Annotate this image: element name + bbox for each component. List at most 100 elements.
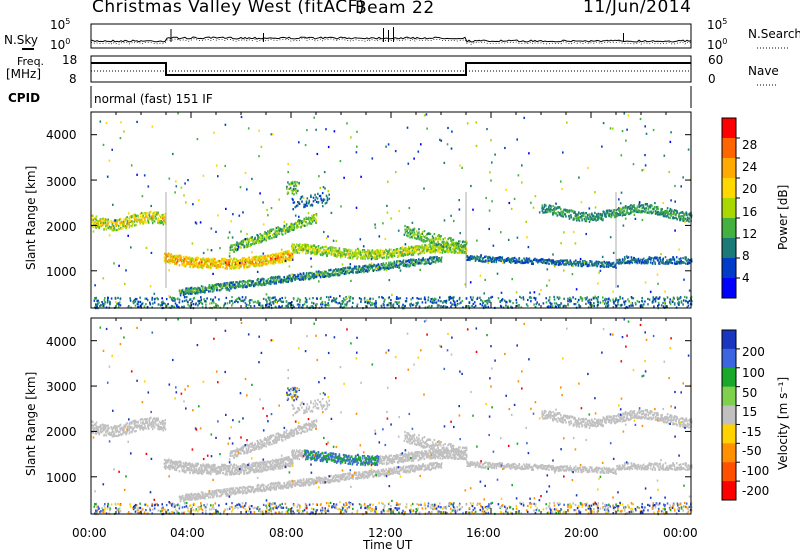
heatmap-cell xyxy=(214,283,217,286)
heatmap-cell xyxy=(144,218,146,221)
heatmap-cell xyxy=(321,254,324,257)
heatmap-cell xyxy=(421,232,423,235)
heatmap-cell xyxy=(267,278,269,281)
heatmap-cell xyxy=(135,215,138,218)
heatmap-cell xyxy=(194,292,197,295)
heatmap-cell xyxy=(438,257,441,260)
heatmap-cell xyxy=(129,299,132,302)
heatmap-cell xyxy=(610,213,612,216)
heatmap-cell xyxy=(189,292,192,295)
heatmap-cell xyxy=(637,257,640,260)
heatmap-cell xyxy=(245,296,247,299)
heatmap-cell xyxy=(686,216,689,219)
heatmap-cell xyxy=(365,265,367,268)
heatmap-cell xyxy=(424,244,426,247)
heatmap-cell xyxy=(610,216,612,219)
heatmap-cell xyxy=(228,264,231,268)
heatmap-cell xyxy=(366,305,368,308)
heatmap-cell xyxy=(254,300,256,303)
heatmap-cell xyxy=(589,301,591,304)
heatmap-cell xyxy=(210,302,213,305)
heatmap-cell xyxy=(348,272,350,275)
heatmap-cell xyxy=(328,275,330,278)
heatmap-cell xyxy=(274,261,277,264)
heatmap-cell xyxy=(677,300,680,304)
heatmap-cell xyxy=(615,297,617,300)
heatmap-cell xyxy=(135,298,138,301)
heatmap-cell xyxy=(286,188,289,191)
heatmap-cell xyxy=(660,304,663,307)
heatmap-cell xyxy=(123,225,126,228)
heatmap-cell xyxy=(357,250,360,254)
heatmap-cell xyxy=(110,297,113,300)
heatmap-cell xyxy=(146,212,148,215)
heatmap-cell xyxy=(174,302,177,305)
heatmap-cell xyxy=(258,255,261,258)
heatmap-cell xyxy=(672,256,675,259)
heatmap-cell xyxy=(460,243,463,246)
heatmap-cell xyxy=(265,279,267,283)
heatmap-cell xyxy=(384,250,387,253)
heatmap-cell xyxy=(247,279,250,282)
heatmap-cell xyxy=(173,297,175,300)
heatmap-cell xyxy=(226,281,228,285)
heatmap-cell xyxy=(314,198,316,201)
heatmap-cell xyxy=(343,250,346,253)
heatmap-cell xyxy=(198,302,200,305)
heatmap-cell xyxy=(308,272,310,275)
heatmap-cell xyxy=(98,226,101,229)
heatmap-cell xyxy=(91,214,94,217)
heatmap-cell xyxy=(224,261,226,264)
heatmap-cell xyxy=(429,246,432,249)
heatmap-cell xyxy=(191,263,193,266)
heatmap-cell xyxy=(174,299,176,302)
heatmap-cell xyxy=(378,254,381,257)
heatmap-cell xyxy=(262,259,265,262)
heatmap-cell xyxy=(198,261,201,265)
heatmap-cell xyxy=(275,258,278,261)
heatmap-cell xyxy=(195,259,197,262)
heatmap-cell xyxy=(361,266,364,269)
heatmap-cell xyxy=(489,300,491,303)
heatmap-cell xyxy=(205,303,207,306)
heatmap-cell xyxy=(572,296,574,299)
heatmap-cell xyxy=(546,210,549,214)
heatmap-cell xyxy=(631,206,633,209)
heatmap-cell xyxy=(294,206,296,209)
heatmap-cell xyxy=(289,259,292,262)
heatmap-cell xyxy=(279,280,282,283)
heatmap-cell xyxy=(531,261,534,264)
heatmap-cell xyxy=(303,217,306,220)
heatmap-cell xyxy=(224,302,226,305)
heatmap-cell xyxy=(327,303,329,306)
heatmap-cell xyxy=(340,272,343,275)
heatmap-cell xyxy=(257,256,259,259)
heatmap-cell xyxy=(228,282,230,285)
heatmap-cell xyxy=(520,262,523,265)
heatmap-cell xyxy=(194,287,196,290)
heatmap-cell xyxy=(316,303,318,306)
heatmap-cell xyxy=(231,264,234,267)
heatmap-cell xyxy=(435,236,437,239)
heatmap-cell xyxy=(585,219,588,222)
heatmap-cell xyxy=(213,301,215,304)
heatmap-cell xyxy=(128,226,131,229)
heatmap-cell xyxy=(525,303,528,306)
heatmap-cell xyxy=(299,272,302,275)
heatmap-cell xyxy=(283,225,286,228)
heatmap-cell xyxy=(231,299,233,303)
heatmap-cell xyxy=(239,260,242,263)
heatmap-cell xyxy=(372,268,374,271)
heatmap-cell xyxy=(557,206,560,209)
heatmap-cell xyxy=(555,212,557,215)
heatmap-cell xyxy=(444,250,447,253)
heatmap-cell xyxy=(272,255,274,259)
heatmap-cell xyxy=(294,248,297,251)
heatmap-cell xyxy=(683,217,686,220)
heatmap-cell xyxy=(661,210,663,213)
heatmap-cell xyxy=(225,285,228,288)
heatmap-cell xyxy=(404,304,406,307)
heatmap-cell xyxy=(381,254,383,257)
heatmap-cell xyxy=(389,262,391,265)
heatmap-cell xyxy=(560,302,563,305)
